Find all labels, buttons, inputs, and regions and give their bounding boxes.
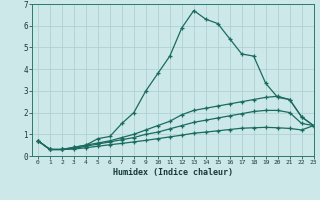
X-axis label: Humidex (Indice chaleur): Humidex (Indice chaleur) — [113, 168, 233, 177]
